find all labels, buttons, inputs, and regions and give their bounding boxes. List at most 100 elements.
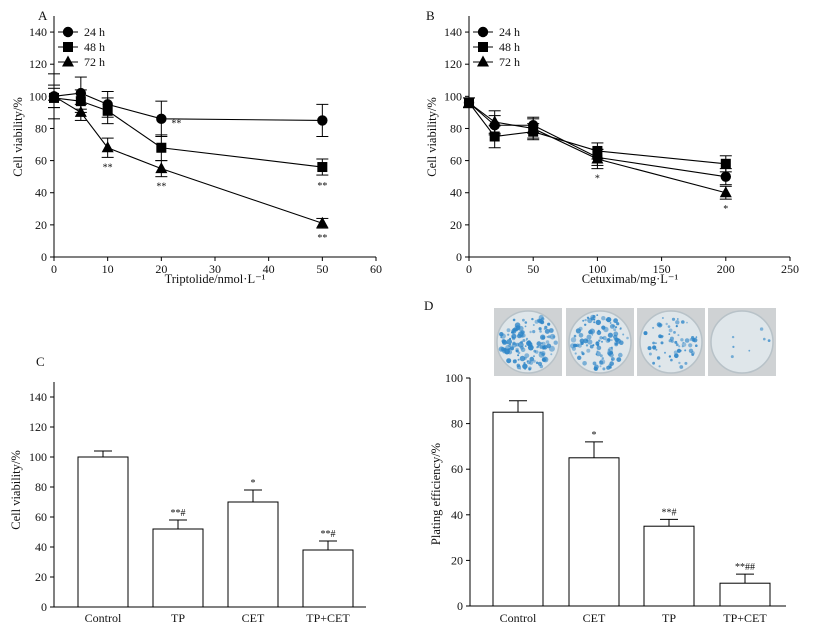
colony-spot (767, 339, 771, 342)
colony-spot (522, 339, 526, 342)
panel-a-series-48h-significance-label: ** (171, 119, 181, 130)
colony-spot (533, 349, 537, 353)
colony-spot (602, 337, 604, 339)
panel-c-y-tick-label: 0 (41, 600, 47, 614)
panel-a-x-tick-label: 10 (102, 262, 114, 276)
colony-spot (658, 365, 661, 368)
colony-spot (609, 324, 615, 329)
colony-spot (675, 320, 680, 325)
colony-spot (684, 349, 687, 352)
panel-a-x-tick-label: 30 (209, 262, 221, 276)
panel-a-x-tick-label: 20 (155, 262, 167, 276)
colony-spot (512, 318, 516, 322)
colony-spot (688, 343, 693, 348)
panel-a-y-tick-label: 0 (41, 250, 47, 264)
panel-a-series-72h-significance-label: ** (317, 233, 327, 244)
colony-spot (524, 321, 528, 324)
colony-spot (684, 361, 688, 365)
colony-spot (584, 318, 587, 322)
colony-spot (660, 341, 664, 345)
panel-d-category-label: TP (662, 611, 676, 625)
panel-a-series-72h-point (48, 89, 60, 101)
colony-plate-control (494, 308, 562, 376)
panel-a-line-chart: Cell viability/% Triptolide/nmol·L⁻¹ 0 20… (11, 16, 382, 286)
panel-b-series-72h-point (488, 115, 501, 127)
panel-a-x-tick-label: 50 (316, 262, 328, 276)
colony-spot (596, 330, 602, 336)
panel-c-y-tick-label: 140 (29, 390, 47, 404)
colony-spot (529, 356, 535, 362)
colony-spot (681, 342, 687, 347)
colony-spot (586, 334, 592, 340)
colony-spot (607, 338, 611, 342)
panel-a-series-72h-point (316, 216, 329, 228)
colony-spot (577, 355, 582, 360)
panel-d-significance-label: **# (662, 507, 677, 518)
colony-spot (532, 330, 536, 334)
colony-spot (599, 359, 606, 365)
panel-d-y-label: Plating efficiency/% (429, 443, 443, 545)
panel-a-series-48h-significance-label: ** (317, 181, 327, 192)
colony-plate-tp-cet (708, 308, 776, 376)
colony-spot (501, 339, 506, 344)
panel-b-x-tick-label: 50 (527, 262, 539, 276)
colony-spot (581, 352, 585, 356)
colony-spot (655, 348, 658, 351)
colony-spot (553, 340, 558, 345)
colony-spot (580, 341, 584, 345)
colony-spot (592, 344, 595, 347)
colony-spot (609, 352, 614, 358)
colony-spot (607, 348, 611, 352)
panel-b-y-label: Cell viability/% (425, 97, 439, 177)
panel-b-series-24h-point (720, 171, 731, 182)
colony-spot (661, 317, 664, 319)
panel-b-x-tick-label: 100 (588, 262, 606, 276)
colony-spot (527, 340, 531, 344)
panel-a-y-label: Cell viability/% (11, 97, 25, 177)
colony-spot (695, 344, 698, 347)
colony-spot (532, 359, 536, 363)
colony-spot (658, 323, 663, 327)
colony-spot (510, 346, 514, 351)
panel-a-y-tick-label: 120 (29, 57, 47, 71)
colony-spot (582, 319, 585, 322)
colony-spot (539, 345, 544, 349)
panel-b-legend-label: 24 h (499, 25, 520, 39)
colony-spot (506, 358, 512, 364)
panel-c-y-tick-label: 120 (29, 420, 47, 434)
panel-a-legend-label: 48 h (84, 40, 105, 54)
colony-spot (522, 318, 525, 322)
panel-b-legend-marker (477, 55, 489, 67)
panel-c-significance-label: **# (321, 529, 336, 540)
panel-a-series-72h-line (53, 95, 323, 224)
panel-a-legend-marker (62, 55, 74, 67)
panel-c-category-label: CET (242, 611, 265, 625)
colony-spot (528, 367, 531, 371)
colony-spot (537, 345, 540, 348)
panel-label-c: C (36, 354, 45, 369)
panel-a-x-label: Triptolide/nmol·L⁻¹ (165, 272, 266, 286)
colony-plate-tp (637, 308, 705, 376)
colony-spot (731, 335, 735, 339)
colony-spot (513, 326, 519, 332)
colony-spot (616, 322, 620, 326)
colony-spot (526, 360, 529, 363)
colony-spot (656, 356, 661, 360)
colony-spot (498, 346, 505, 352)
colony-spot (626, 336, 629, 340)
colony-spot (692, 337, 698, 343)
colony-spot (507, 333, 510, 336)
colony-spot (585, 344, 589, 347)
colony-spot (655, 342, 657, 344)
colony-spot (614, 326, 618, 329)
colony-spot (763, 337, 766, 341)
colony-spot (578, 326, 583, 331)
panel-a-series-24h-line (53, 92, 323, 121)
panel-c-category-label: Control (85, 611, 122, 625)
panel-c-y-tick-label: 80 (35, 480, 47, 494)
colony-spot (547, 322, 551, 326)
colony-spot (531, 317, 534, 321)
panel-d-bar-control (492, 411, 544, 607)
panel-a-series-24h-point (156, 113, 167, 125)
